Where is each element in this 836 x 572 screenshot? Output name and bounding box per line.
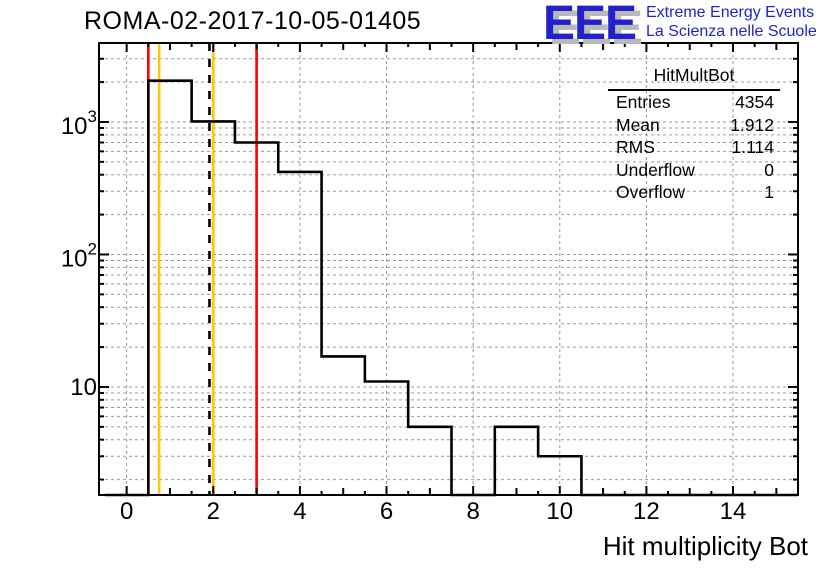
stats-value: 1.114 — [731, 137, 775, 158]
stats-row-overflow: Overflow 1 — [608, 181, 780, 204]
y-tick-label: 103 — [61, 107, 97, 140]
x-tick-label: 0 — [120, 498, 133, 525]
x-tick-label: 2 — [207, 498, 220, 525]
stats-value: 4354 — [735, 92, 774, 112]
x-tick-label: 14 — [720, 498, 747, 525]
x-tick-label: 10 — [546, 498, 573, 525]
stats-label: Entries — [616, 92, 671, 112]
x-tick-label: 6 — [380, 498, 393, 525]
stats-row-mean: Mean 1.912 — [608, 114, 780, 137]
x-tick-label: 4 — [293, 498, 306, 525]
stats-box: HitMultBot Entries 4354 Mean 1.912 RMS 1… — [608, 65, 780, 204]
stats-box-title: HitMultBot — [608, 65, 780, 91]
x-axis-labels: 0 2 4 6 8 10 12 14 — [120, 498, 746, 525]
stats-label: Underflow — [616, 159, 695, 180]
axis-ticks — [99, 43, 798, 495]
stats-label: RMS — [616, 137, 655, 158]
logo-line1: Extreme Energy Events — [646, 4, 815, 21]
y-axis-labels: 10 102 103 — [61, 107, 97, 401]
stats-value: 1 — [764, 182, 774, 203]
eee-logo: EEE — [543, 0, 637, 50]
x-tick-label: 8 — [466, 498, 479, 525]
stats-label: Mean — [616, 114, 660, 135]
stats-value: 1.912 — [730, 114, 774, 135]
plot-frame — [98, 42, 799, 496]
stats-label: Overflow — [616, 182, 686, 203]
logo-line2: La Scienza nelle Scuole — [646, 23, 817, 40]
y-tick-label: 102 — [61, 239, 97, 272]
stats-row-entries: Entries 4354 — [608, 91, 780, 114]
stats-row-rms: RMS 1.114 — [608, 136, 780, 159]
x-tick-label: 12 — [633, 498, 660, 525]
stats-row-underflow: Underflow 0 — [608, 159, 780, 182]
stats-value: 0 — [764, 159, 774, 180]
eee-logo-text: Extreme Energy Events La Scienza nelle S… — [646, 3, 817, 41]
x-axis-title: Hit multiplicity Bot — [602, 531, 808, 561]
plot-title: ROMA-02-2017-10-05-01405 — [84, 7, 422, 35]
y-tick-label: 10 — [70, 374, 97, 401]
